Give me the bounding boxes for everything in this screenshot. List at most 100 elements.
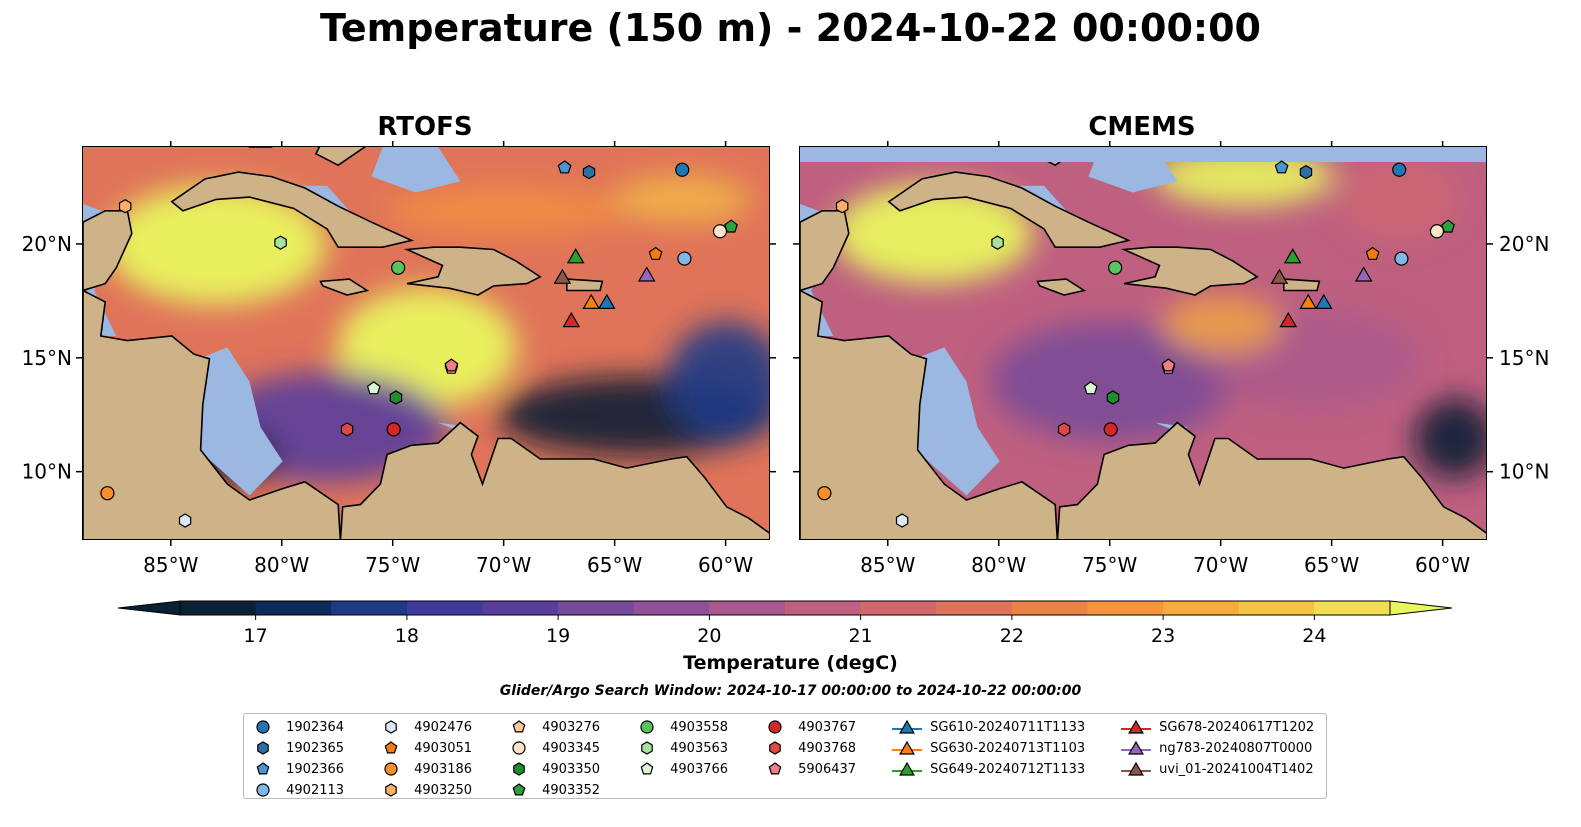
warm-core-central	[337, 287, 517, 408]
float-marker-4903766	[366, 381, 381, 395]
float-marker-4903350	[389, 390, 403, 405]
legend-item: 1902364	[254, 719, 344, 735]
colorbar-tick-label: 19	[546, 625, 570, 647]
legend-marker	[769, 741, 781, 755]
legend: 1902364 1902365 1902366 4902113 4902476 …	[243, 713, 1327, 799]
colorbar-segment	[331, 601, 408, 615]
colorbar-segment	[1314, 601, 1391, 615]
float-marker-1902364	[675, 162, 690, 177]
colorbar-segment	[255, 601, 332, 615]
legend-label: 4903352	[538, 782, 601, 798]
legend-label: SG649-20240712T1133	[926, 761, 1086, 777]
figure-title: Temperature (150 m) - 2024-10-22 00:00:0…	[319, 6, 1261, 50]
legend-marker	[513, 762, 525, 776]
legend-float-icon	[768, 762, 782, 775]
legend-float-icon	[256, 783, 270, 797]
legend-float-icon	[256, 762, 270, 775]
legend-triangle	[1128, 719, 1144, 734]
colorbar-segment	[709, 601, 786, 615]
float-marker-5906437	[444, 358, 459, 372]
float-marker-4903558	[1108, 260, 1123, 275]
glider-marker-SG678-20240617T1202	[562, 311, 581, 328]
legend-label: 4903563	[666, 740, 729, 756]
legend-glider-icon	[892, 740, 922, 755]
legend-item: 4903276	[510, 719, 600, 735]
float-marker-1902364	[1392, 162, 1407, 177]
lon-tick-label: 75°W	[365, 553, 420, 577]
legend-float-icon	[257, 741, 269, 755]
colorbar-segment	[1087, 601, 1164, 615]
legend-marker	[384, 741, 398, 754]
float-marker-4903352	[1441, 219, 1455, 233]
search-window-text: Glider/Argo Search Window: 2024-10-17 00…	[499, 683, 1082, 699]
legend-marker	[768, 762, 782, 775]
colorbar-tick-label: 17	[244, 625, 268, 647]
colorbar-segment	[180, 601, 257, 615]
float-marker-4903563	[991, 235, 1004, 250]
legend-item: SG649-20240712T1133	[892, 761, 1085, 777]
float-marker-4902113	[1394, 251, 1409, 266]
legend-marker	[512, 720, 526, 733]
legend-item: 4903250	[382, 782, 472, 798]
colorbar-segment	[860, 601, 937, 615]
land-puertoRico	[566, 278, 604, 292]
colorbar-high-extend	[1389, 600, 1453, 616]
legend-float-icon	[513, 762, 525, 776]
legend-item: 4903766	[638, 761, 728, 777]
legend-marker	[385, 783, 397, 797]
legend-label: 1902364	[282, 719, 345, 735]
glider-marker-SG649-20240712T1133	[1283, 248, 1302, 264]
glider-marker-SG630-20240713T1103	[1299, 293, 1318, 309]
legend-item: 4903350	[510, 761, 600, 777]
legend-item: 4902476	[382, 719, 472, 735]
float-marker-4903051	[1365, 246, 1380, 260]
float-marker-4903563	[274, 235, 287, 250]
land-yucatan	[800, 210, 850, 292]
cold-core-southeast	[1414, 398, 1486, 479]
colorbar-frame	[179, 600, 1391, 616]
land-southAmerica	[1056, 421, 1486, 539]
legend-label: 4902113	[282, 782, 345, 798]
panel-title-rtofs: RTOFS	[377, 112, 473, 142]
colorbar-segment	[482, 601, 559, 615]
legend-label: 4903051	[410, 740, 473, 756]
legend-label: 4903768	[794, 740, 857, 756]
colorbar-tick-label: 20	[697, 625, 721, 647]
land-yucatan	[83, 210, 133, 292]
legend-label: SG610-20240711T1133	[926, 719, 1086, 735]
legend-marker	[768, 720, 782, 734]
land-centralAmerica	[83, 289, 342, 539]
legend-item: 4903345	[510, 740, 600, 756]
legend-item: 4903768	[766, 740, 856, 756]
glider-marker-SG610-20240711T1133	[1314, 293, 1333, 309]
no-data-band	[800, 147, 1486, 162]
legend-item: 1902366	[254, 761, 344, 777]
colorbar-segment	[785, 601, 862, 615]
legend-item: 4903352	[510, 782, 600, 798]
legend-marker	[256, 762, 270, 775]
legend-glider-icon	[892, 719, 922, 734]
warm-patch-central	[1161, 294, 1282, 355]
legend-glider-icon	[892, 761, 922, 776]
warm-core-gulf	[833, 183, 1034, 284]
lon-tick-label: 65°W	[587, 553, 642, 577]
legend-marker	[512, 783, 526, 796]
panel-title-cmems: CMEMS	[1088, 112, 1196, 142]
lon-tick-label: 80°W	[254, 553, 309, 577]
land-puertoRico	[1283, 278, 1321, 292]
legend-label: 4903186	[410, 761, 473, 777]
legend-float-icon	[769, 741, 781, 755]
legend-triangle	[1128, 740, 1144, 755]
glider-marker-SG630-20240713T1103	[582, 293, 601, 309]
land-southAmerica	[339, 421, 769, 539]
legend-triangle	[899, 740, 915, 755]
legend-item: uvi_01-20241004T1402	[1121, 761, 1314, 777]
land-centralAmerica	[800, 289, 1059, 539]
mid-patch-northeast	[1339, 159, 1460, 240]
float-marker-4903768	[1057, 422, 1071, 437]
lat-tick-label-right: 15°N	[1499, 346, 1549, 370]
float-marker-4903766	[1083, 381, 1098, 395]
float-marker-4903051	[648, 246, 663, 260]
colorbar-segment	[406, 601, 483, 615]
land-cuba	[887, 171, 1131, 248]
